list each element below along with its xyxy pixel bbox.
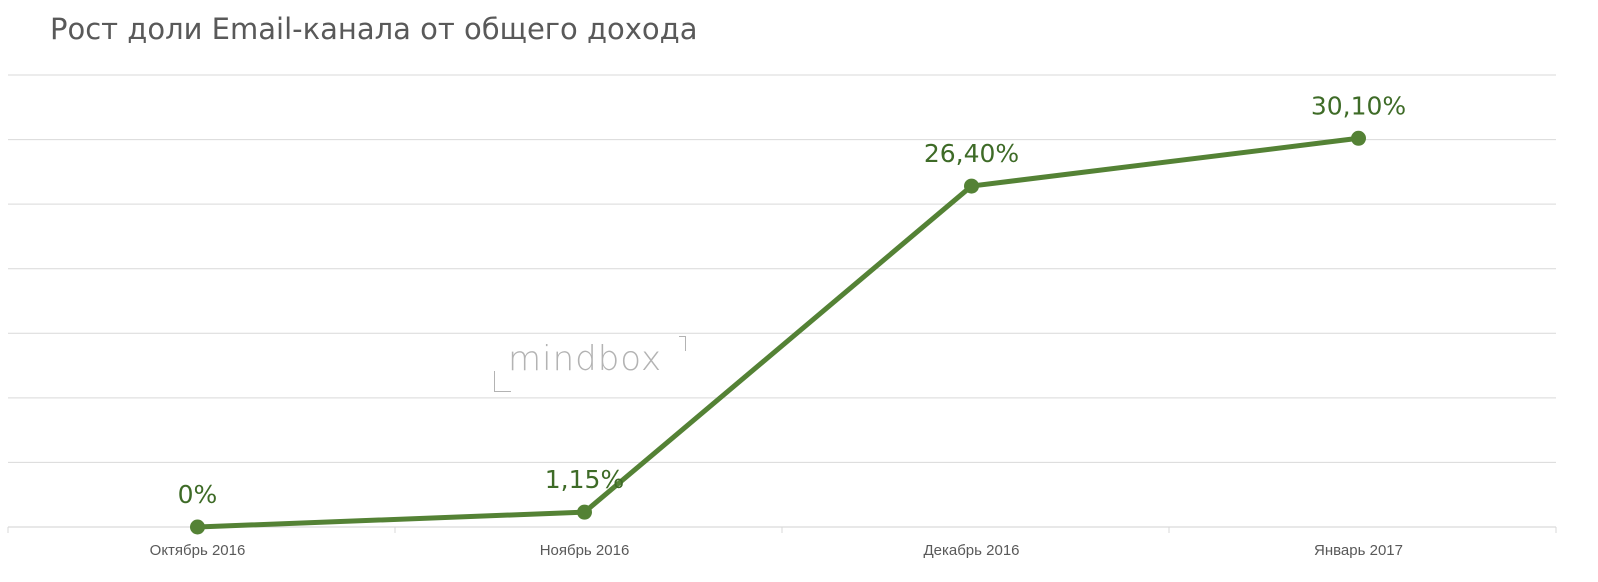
x-tick-label: Январь 2017 (1314, 542, 1403, 559)
watermark-text: mindbox (508, 339, 663, 379)
gridlines (8, 74, 1556, 528)
data-labels: 0% 1,15% 26,40% 30,10% (178, 91, 1407, 509)
mindbox-watermark-logo: mindbox (494, 336, 686, 392)
x-tick-label: Декабрь 2016 (923, 542, 1019, 559)
data-label: 1,15% (545, 465, 624, 494)
data-label: 0% (178, 480, 218, 509)
x-tick-label: Ноябрь 2016 (540, 542, 630, 559)
watermark-corner-top-right (679, 336, 686, 351)
chart-title: Рост доли Email-канала от общего дохода (50, 12, 698, 46)
data-label: 30,10% (1311, 91, 1406, 120)
series-layer (190, 130, 1366, 535)
data-label: 26,40% (924, 139, 1019, 168)
x-axis: Октябрь 2016 Ноябрь 2016 Декабрь 2016 Январ… (7, 527, 1557, 559)
x-tick-label: Октябрь 2016 (150, 542, 246, 559)
data-point (1351, 130, 1366, 146)
data-point (964, 178, 979, 194)
data-point (577, 504, 592, 520)
series-line (195, 135, 1361, 530)
watermark-corner-bottom-left (494, 371, 511, 392)
data-point (190, 519, 205, 535)
